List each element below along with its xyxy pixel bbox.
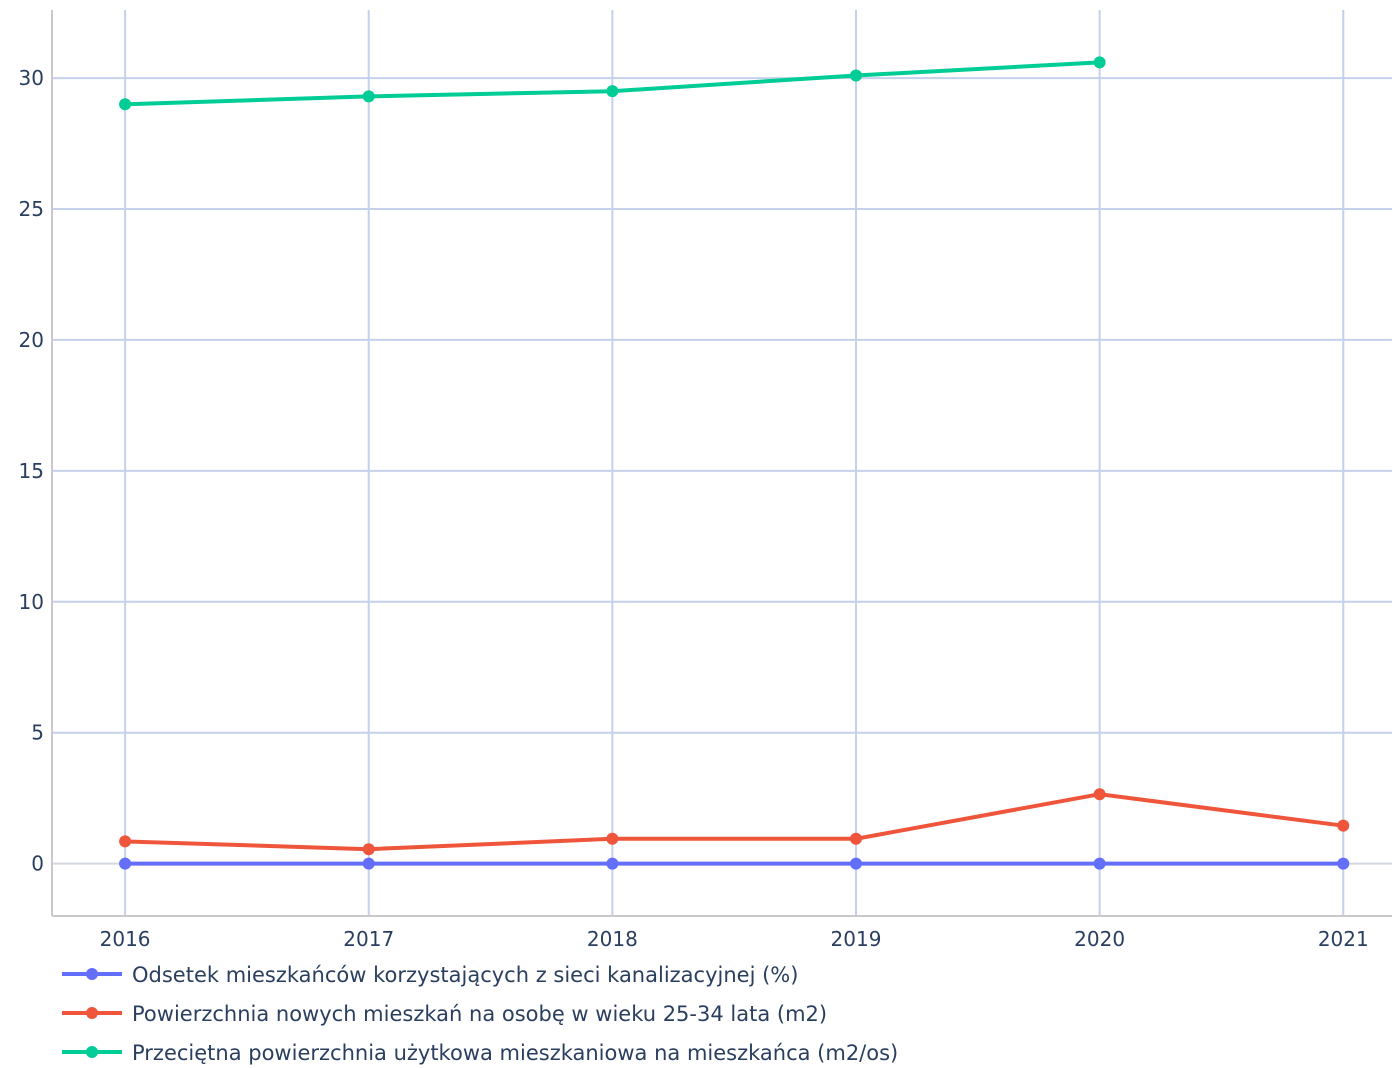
legend-item-1[interactable]: Odsetek mieszkańców korzystających z sie… <box>62 963 798 987</box>
data-point[interactable] <box>850 857 862 870</box>
data-point[interactable] <box>362 843 375 856</box>
series-line <box>125 792 1344 852</box>
data-point[interactable] <box>362 90 375 103</box>
data-point[interactable] <box>606 832 619 845</box>
y-tick-labels: 0 5 10 15 20 25 30 <box>19 66 44 876</box>
series-lines <box>119 56 1350 870</box>
x-tick-labels: 2016 2017 2018 2019 2020 2021 <box>100 927 1369 951</box>
axes <box>51 10 1392 917</box>
data-point[interactable] <box>119 857 132 870</box>
y-tick-label: 0 <box>31 852 44 876</box>
data-point[interactable] <box>119 835 132 848</box>
data-point[interactable] <box>362 857 375 870</box>
series-1 <box>119 857 1350 870</box>
x-tick-label: 2021 <box>1318 927 1369 951</box>
y-tick-label: 30 <box>19 66 44 90</box>
x-tick-label: 2018 <box>587 927 638 951</box>
legend-item-2[interactable]: Powierzchnia nowych mieszkań na osobę w … <box>62 1002 827 1026</box>
data-point[interactable] <box>606 857 619 870</box>
data-point[interactable] <box>1093 857 1106 870</box>
y-tick-label: 25 <box>19 197 44 221</box>
data-point[interactable] <box>1337 819 1350 832</box>
series-3 <box>119 56 1106 111</box>
y-tick-label: 20 <box>19 328 44 352</box>
x-tick-label: 2017 <box>343 927 394 951</box>
x-tick-label: 2019 <box>831 927 882 951</box>
legend-item-3[interactable]: Przeciętna powierzchnia użytkowa mieszka… <box>62 1041 898 1065</box>
y-tick-label: 10 <box>19 590 44 614</box>
data-point[interactable] <box>1093 56 1106 69</box>
series-2 <box>119 788 1350 856</box>
x-tick-label: 2016 <box>100 927 151 951</box>
legend-swatch-marker <box>86 1046 98 1058</box>
data-point[interactable] <box>850 69 862 82</box>
legend-label: Powierzchnia nowych mieszkań na osobę w … <box>132 1002 827 1026</box>
legend-label: Odsetek mieszkańców korzystających z sie… <box>132 963 798 987</box>
legend-swatch-marker <box>86 1007 98 1019</box>
y-tick-label: 5 <box>31 721 44 745</box>
data-point[interactable] <box>1093 788 1106 801</box>
y-tick-label: 15 <box>19 459 44 483</box>
legend[interactable]: Odsetek mieszkańców korzystających z sie… <box>62 963 898 1065</box>
legend-swatch-marker <box>86 968 98 980</box>
data-point[interactable] <box>850 832 862 845</box>
data-point[interactable] <box>119 98 132 111</box>
grid <box>52 10 1392 916</box>
legend-label: Przeciętna powierzchnia użytkowa mieszka… <box>132 1041 898 1065</box>
x-tick-label: 2020 <box>1074 927 1125 951</box>
data-point[interactable] <box>1337 857 1350 870</box>
data-point[interactable] <box>606 85 619 98</box>
